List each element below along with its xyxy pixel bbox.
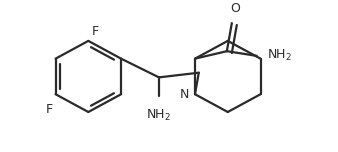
Text: N: N <box>179 88 189 101</box>
Text: O: O <box>230 2 240 15</box>
Text: NH$_2$: NH$_2$ <box>146 108 171 123</box>
Text: NH$_2$: NH$_2$ <box>267 48 292 63</box>
Text: F: F <box>91 25 98 38</box>
Text: F: F <box>45 103 53 116</box>
